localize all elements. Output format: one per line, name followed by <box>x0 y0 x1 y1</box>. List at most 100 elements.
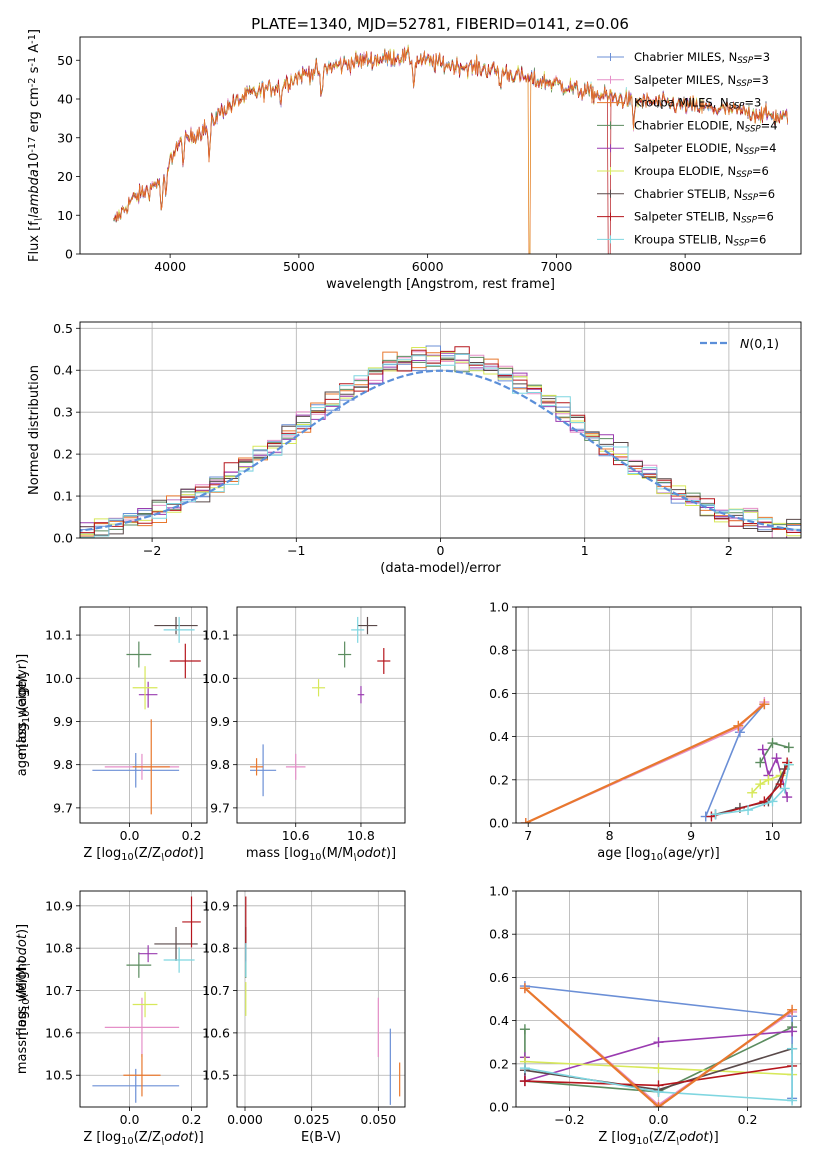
weight_vs_age-y-tick-label: 1.0 <box>489 600 509 615</box>
age_vs_mass-point-1 <box>285 753 306 780</box>
spectrum-legend-label: Salpeter ELODIE, NSSP=4 <box>634 141 776 157</box>
spectrum-y-tick-label: 40 <box>57 92 73 107</box>
spectrum-y-tick-label: 50 <box>57 53 73 68</box>
spectrum-x-tick-label: 5000 <box>283 259 315 274</box>
age_vs_Z-y-axis-label: age [log10(age/yr)] <box>15 654 32 777</box>
weight_vs_age-series-8 <box>710 759 794 820</box>
weight_vs_age-series-2 <box>520 699 770 823</box>
weight_vs_age-series-6 <box>710 764 790 820</box>
age_vs_Z-y-tick-label: 9.8 <box>53 757 73 772</box>
weight_vs_age-y-tick-label: 0.6 <box>489 686 509 701</box>
age_vs_mass-point-7 <box>377 648 391 674</box>
residuals-x-tick-label: 2 <box>725 543 733 558</box>
age_vs_mass-point-3 <box>338 641 352 668</box>
spectrum-legend-label: Kroupa MILES, NSSP=3 <box>634 96 761 112</box>
mass_vs_Z-frame <box>79 890 208 1108</box>
mass_vs_ebv-x-tick-label: 0.050 <box>360 1112 396 1127</box>
mass_vs_Z-point-0 <box>92 1068 180 1103</box>
age_vs_mass-y-tick-label: 10.0 <box>202 671 230 686</box>
mass_vs_Z-point-4 <box>138 945 158 963</box>
weight_vs_Z-y-tick-label: 1.0 <box>489 884 509 899</box>
spectrum-legend-label: Chabrier MILES, NSSP=3 <box>634 50 770 66</box>
age_vs_mass-panel: 10.6 10.8 9.7 9.8 9.9 10.0 10.1 mass [log10(M/M… <box>202 606 406 863</box>
mass_vs_Z-point-3 <box>126 952 152 978</box>
residuals-panel: −2 −1 0 1 2 0.0 0.1 0.2 0.3 0.4 0.5 (data-model)/er… <box>27 321 802 576</box>
mass_vs_ebv-frame <box>236 890 406 1108</box>
age_vs_Z-frame <box>79 606 208 824</box>
weight_vs_Z-y-tick-label: 0.4 <box>489 1013 509 1028</box>
mass_vs_ebv-x-axis-label: E(B-V) <box>301 1130 341 1145</box>
spectrum-frame <box>79 36 802 255</box>
age_vs_Z-y-tick-label: 9.7 <box>53 800 73 815</box>
mass_vs_ebv-y-tick-label: 10.6 <box>202 1025 230 1040</box>
age_vs_mass-y-tick-label: 10.1 <box>202 628 230 643</box>
weight_vs_age-x-tick-label: 8 <box>606 828 614 843</box>
mass_vs_Z-x-tick-label: 0.0 <box>120 1112 140 1127</box>
residuals-y-tick-label: 0.1 <box>53 489 73 504</box>
age_vs_Z-point-6 <box>154 616 198 635</box>
residual-legend-label: N(0,1) <box>740 336 779 351</box>
age_vs_mass-point-5 <box>312 679 326 697</box>
age_vs_mass-plot-area <box>250 616 391 797</box>
spectrum-x-tick-label: 4000 <box>154 259 186 274</box>
age_vs_mass-point-0 <box>250 744 277 797</box>
age_vs_mass-y-tick-label: 9.7 <box>210 800 230 815</box>
age_vs_Z-x-tick-label: 0.0 <box>120 828 140 843</box>
age_vs_Z-y-tick-label: 10.1 <box>45 628 73 643</box>
age_vs_Z-y-tick-label: 9.9 <box>53 714 73 729</box>
residuals-y-tick-label: 0.0 <box>53 531 73 546</box>
mass_vs_ebv-y-tick-label: 10.9 <box>202 898 230 913</box>
weight_vs_Z-y-axis-label: mass weight <box>15 958 30 1040</box>
weight_vs_Z-x-tick-label: 0.0 <box>649 1112 669 1127</box>
weight_vs_age-x-tick-label: 10 <box>765 828 781 843</box>
age_vs_Z-point-7 <box>169 643 201 679</box>
weight_vs_Z-series-2 <box>519 983 798 1107</box>
residuals-plot-area <box>80 345 801 538</box>
weight_vs_Z-y-tick-label: 0.6 <box>489 970 509 985</box>
age_vs_mass-point-8 <box>351 616 365 643</box>
age_vs_mass-x-axis-label: mass [log10(M/M\odot)] <box>246 846 396 863</box>
weight_vs_age-frame <box>515 606 802 824</box>
age_vs_Z-point-2 <box>132 719 170 815</box>
mass_vs_ebv-y-tick-label: 10.7 <box>202 983 230 998</box>
residual-histogram-8 <box>80 353 801 538</box>
spectrum-series-7 <box>113 47 788 254</box>
age_vs_Z-point-8 <box>163 616 195 643</box>
spectrum-plot-area <box>113 44 788 254</box>
mass_vs_ebv-y-tick-label: 10.5 <box>202 1068 230 1083</box>
age_vs_Z-point-3 <box>126 641 152 668</box>
figure-title: PLATE=1340, MJD=52781, FIBERID=0141, z=0… <box>251 15 629 33</box>
weight_vs_Z-x-axis-label: Z [log10(Z/Z\odot)] <box>598 1130 718 1147</box>
spectrum-legend-label: Salpeter MILES, NSSP=3 <box>634 73 769 89</box>
mass_vs_Z-point-7 <box>182 896 201 948</box>
age_vs_mass-y-tick-label: 9.8 <box>210 757 230 772</box>
mass_vs_ebv-x-tick-label: 0.000 <box>227 1112 263 1127</box>
mass_vs_ebv-panel: 0.000 0.025 0.050 10.5 10.6 10.7 10.8 10.9 E(B-V… <box>202 890 406 1145</box>
spectrum-legend-label: Kroupa STELIB, NSSP=6 <box>634 232 766 248</box>
weight_vs_age-plot-area <box>520 697 794 823</box>
spectrum-legend-label: Kroupa ELODIE, NSSP=6 <box>634 164 769 180</box>
mass_vs_Z-y-axis-label: mass [log10(M/M\odot)] <box>15 924 32 1074</box>
age_vs_mass-frame <box>236 606 406 824</box>
mass_vs_Z-panel: 0.0 0.2 10.5 10.6 10.7 10.8 10.9 Z [log10(Z/Z\o… <box>15 890 208 1147</box>
weight_vs_Z-x-tick-label: −0.2 <box>554 1112 584 1127</box>
spectrum-y-tick-label: 10 <box>57 208 73 223</box>
mass_vs_Z-plot-area <box>92 896 201 1103</box>
spectrum-series-2 <box>113 46 788 254</box>
weight_vs_Z-series-8 <box>519 1043 798 1106</box>
mass_vs_Z-point-6 <box>154 927 198 961</box>
residuals-frame <box>79 321 802 539</box>
spectrum-y-tick-label: 20 <box>57 169 73 184</box>
spectrum-panel: 4000 5000 6000 7000 8000 0 10 20 30 40 50 wavelengt… <box>27 29 802 292</box>
weight_vs_Z-frame <box>515 890 802 1108</box>
weight_vs_age-x-tick-label: 7 <box>524 828 532 843</box>
residuals-x-tick-label: 0 <box>437 543 445 558</box>
weight_vs_Z-panel: −0.2 0.0 0.2 0.0 0.2 0.4 0.6 0.8 1.0 Z [log10(Z/Z… <box>15 884 802 1147</box>
mass_vs_ebv-y-tick-label: 10.8 <box>202 941 230 956</box>
age_vs_mass-x-tick-label: 10.6 <box>282 828 310 843</box>
weight_vs_Z-y-tick-label: 0.2 <box>489 1056 509 1071</box>
mass_vs_Z-y-tick-label: 10.5 <box>45 1068 73 1083</box>
residuals-x-axis-label: (data-model)/error <box>380 561 501 576</box>
residuals-y-axis-label: Normed distribution <box>27 365 42 495</box>
